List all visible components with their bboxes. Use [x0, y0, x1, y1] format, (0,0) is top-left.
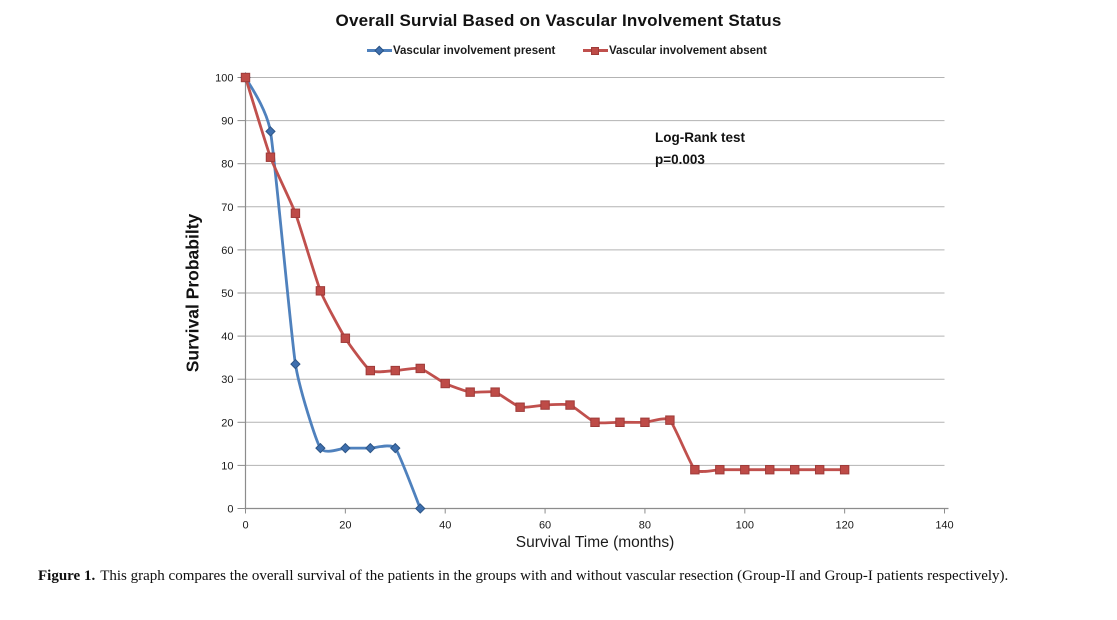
square-marker-icon	[315, 286, 326, 296]
diamond-marker-icon	[315, 442, 326, 454]
diamond-marker-icon	[390, 442, 401, 454]
logrank-test-label: Log-Rank test	[655, 130, 746, 145]
y-tick-label: 100	[215, 73, 233, 85]
square-marker-icon	[365, 365, 376, 376]
legend-item-present: Vascular involvement present	[367, 44, 555, 57]
diamond-marker-icon	[365, 442, 376, 454]
y-tick-label: 30	[221, 374, 233, 386]
y-tick-label: 70	[221, 202, 233, 214]
square-marker-icon	[565, 400, 575, 410]
y-tick-label: 0	[227, 504, 233, 516]
legend-label-present: Vascular involvement present	[393, 44, 556, 57]
x-tick-label: 40	[439, 520, 451, 532]
square-marker-icon	[515, 402, 525, 412]
x-axis-title: Survival Time (months)	[515, 534, 675, 551]
square-marker-icon	[690, 465, 700, 475]
square-marker-icon	[615, 417, 625, 428]
x-tick-label: 100	[736, 520, 754, 532]
figure-label: Figure 1.	[38, 568, 96, 584]
square-marker-icon	[591, 46, 599, 55]
square-marker-icon	[440, 378, 450, 389]
survival-chart: 0 10 20 30 40 50 60 70 80 90 100 0 20 40 60 80 100 120 140	[215, 72, 954, 532]
caption-text: This graph compares the overall survival…	[100, 568, 1009, 584]
y-tick-label: 10	[221, 460, 233, 472]
y-tick-label: 60	[221, 245, 233, 257]
legend-item-absent: Vascular involvement absent	[583, 44, 767, 57]
square-marker-icon	[765, 465, 775, 475]
x-tick-label: 60	[539, 520, 551, 532]
square-marker-icon	[715, 465, 725, 475]
y-tick-label: 20	[221, 417, 233, 429]
square-marker-icon	[240, 72, 251, 83]
square-marker-icon	[490, 387, 500, 397]
square-marker-icon	[740, 465, 750, 475]
diamond-marker-icon	[290, 358, 301, 370]
square-marker-icon	[790, 465, 800, 475]
chart-title: Overall Survial Based on Vascular Involv…	[335, 11, 782, 30]
y-tick-label: 40	[221, 331, 233, 343]
logrank-annotation: Log-Rank test p=0.003	[655, 127, 745, 171]
p-value: p=0.003	[655, 152, 705, 167]
diamond-marker-icon	[415, 503, 426, 514]
x-tick-label: 80	[639, 520, 651, 532]
blue-line-diamond-icon	[367, 44, 392, 57]
square-marker-icon	[390, 365, 400, 376]
red-line-square-icon	[583, 44, 608, 57]
y-tick-label: 80	[221, 159, 233, 171]
square-marker-icon	[540, 400, 550, 410]
y-tick-label: 90	[221, 116, 233, 128]
x-tick-label: 0	[242, 520, 248, 532]
y-tick-label: 50	[221, 288, 233, 300]
x-tick-label: 120	[835, 520, 853, 532]
square-marker-icon	[340, 333, 351, 343]
square-marker-icon	[814, 465, 825, 475]
square-marker-icon	[415, 363, 425, 374]
figure-caption: Figure 1. This graph compares the overall…	[38, 566, 1091, 587]
square-marker-icon	[290, 208, 301, 218]
square-marker-icon	[665, 415, 675, 425]
square-marker-icon	[590, 417, 600, 428]
square-marker-icon	[839, 465, 850, 475]
square-marker-icon	[465, 387, 475, 397]
square-marker-icon	[265, 152, 276, 162]
x-tick-label: 140	[935, 520, 953, 532]
diamond-marker-icon	[265, 126, 276, 137]
series-line-absent	[244, 76, 847, 473]
x-tick-label: 20	[339, 520, 351, 532]
diamond-marker-icon	[340, 442, 351, 454]
chart-legend: Vascular involvement present Vascular in…	[0, 44, 1117, 60]
square-marker-icon	[640, 417, 650, 428]
legend-label-absent: Vascular involvement absent	[609, 44, 767, 57]
